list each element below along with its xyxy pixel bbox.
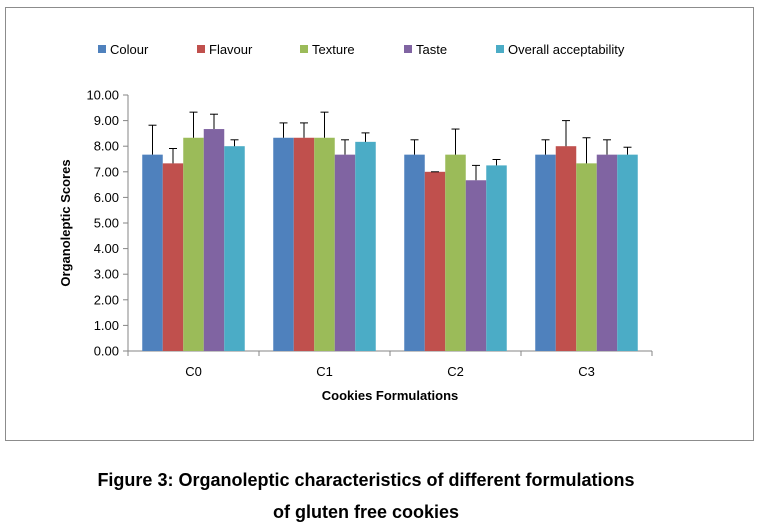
legend-swatch bbox=[300, 45, 308, 53]
bar-overall-acceptability bbox=[486, 165, 507, 351]
legend-swatch bbox=[98, 45, 106, 53]
y-tick-label: 7.00 bbox=[94, 164, 119, 179]
legend-swatch bbox=[404, 45, 412, 53]
y-tick-label: 5.00 bbox=[94, 216, 119, 231]
y-tick-label: 4.00 bbox=[94, 241, 119, 256]
y-tick-label: 2.00 bbox=[94, 292, 119, 307]
bar-overall-acceptability bbox=[224, 146, 245, 351]
bar-flavour bbox=[424, 171, 446, 351]
legend-label: Overall acceptability bbox=[508, 42, 625, 57]
legend-swatch bbox=[197, 45, 205, 53]
figure-caption: Figure 3: Organoleptic characteristics o… bbox=[0, 464, 732, 528]
x-tick-label: C3 bbox=[578, 364, 595, 379]
caption-line-1: Figure 3: Organoleptic characteristics o… bbox=[97, 470, 635, 490]
bar-texture bbox=[445, 154, 466, 351]
bar-texture bbox=[314, 137, 335, 351]
x-tick-label: C1 bbox=[316, 364, 333, 379]
bar-colour bbox=[142, 154, 163, 351]
x-tick-label: C0 bbox=[185, 364, 202, 379]
bar-texture bbox=[576, 163, 597, 351]
bar-taste bbox=[465, 180, 487, 351]
bar-flavour bbox=[555, 146, 577, 351]
bar-taste bbox=[334, 154, 356, 351]
bar-taste bbox=[203, 129, 225, 351]
legend-label: Colour bbox=[110, 42, 149, 57]
caption-line-2: of gluten free cookies bbox=[272, 502, 460, 522]
bar-flavour bbox=[162, 163, 184, 351]
y-tick-label: 1.00 bbox=[94, 318, 119, 333]
legend-label: Texture bbox=[312, 42, 355, 57]
bar-texture bbox=[183, 137, 204, 351]
bar-colour bbox=[404, 154, 425, 351]
bar-taste bbox=[596, 154, 618, 351]
legend-swatch bbox=[496, 45, 504, 53]
legend-label: Taste bbox=[416, 42, 447, 57]
y-tick-label: 8.00 bbox=[94, 139, 119, 154]
bar-flavour bbox=[293, 137, 315, 351]
bar-colour bbox=[535, 154, 556, 351]
y-tick-label: 3.00 bbox=[94, 267, 119, 282]
bar-overall-acceptability bbox=[355, 141, 376, 351]
bar-colour bbox=[273, 137, 294, 351]
x-axis-title: Cookies Formulations bbox=[322, 388, 459, 403]
y-tick-label: 6.00 bbox=[94, 190, 119, 205]
y-tick-label: 10.00 bbox=[86, 88, 119, 103]
x-tick-label: C2 bbox=[447, 364, 464, 379]
legend-label: Flavour bbox=[209, 42, 253, 57]
y-tick-label: 9.00 bbox=[94, 113, 119, 128]
y-tick-label: 0.00 bbox=[94, 344, 119, 359]
bar-overall-acceptability bbox=[617, 154, 638, 351]
y-axis-title: Organoleptic Scores bbox=[58, 159, 73, 286]
